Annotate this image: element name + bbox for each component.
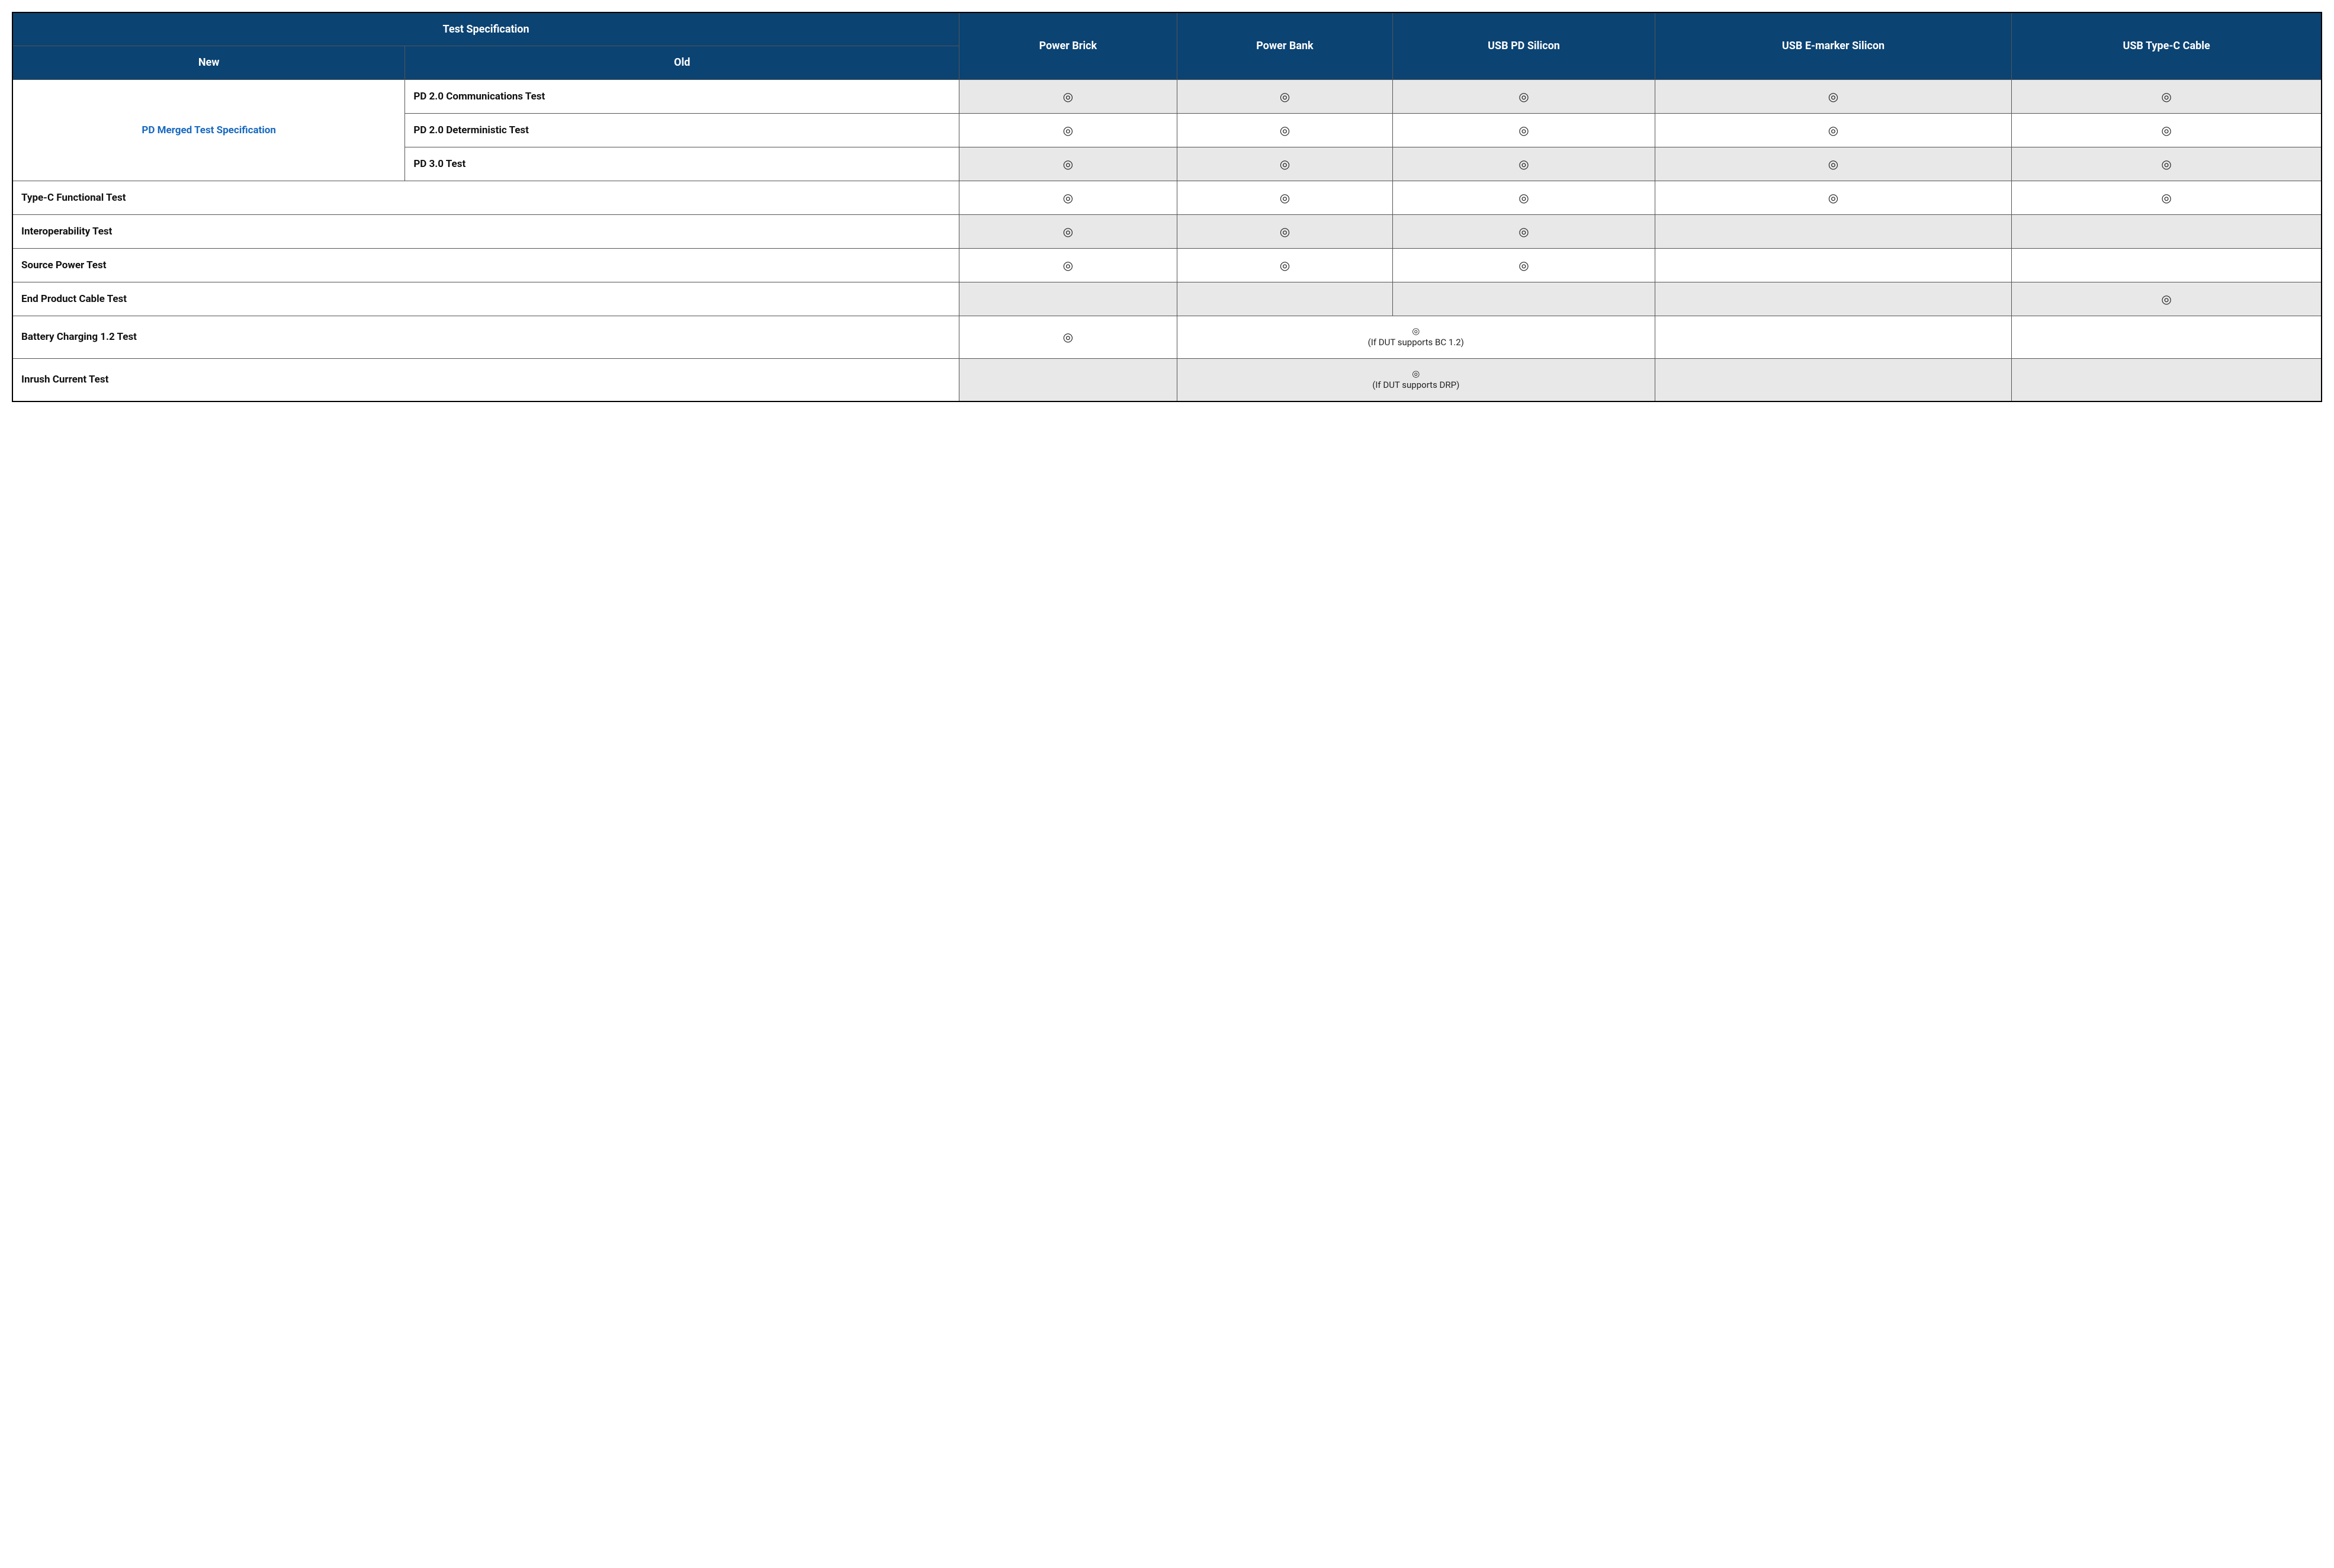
table-row: Type-C Functional Test ◎ ◎ ◎ ◎ ◎ <box>12 181 2322 214</box>
mark-cell: ◎ <box>2012 79 2322 113</box>
table-row: Interoperability Test ◎ ◎ ◎ <box>12 214 2322 248</box>
mark-cell: ◎ <box>1393 181 1655 214</box>
mark-cell <box>2012 248 2322 282</box>
mark-cell: ◎ <box>1177 214 1392 248</box>
mark-cell <box>959 282 1177 316</box>
mark-cell <box>1655 358 2011 401</box>
mark-cell: ◎ <box>1393 248 1655 282</box>
mark-cell: ◎ <box>1393 79 1655 113</box>
header-usb-typec-cable: USB Type-C Cable <box>2012 12 2322 79</box>
mark-cell-note: ◎ (If DUT supports DRP) <box>1177 358 1655 401</box>
mark-cell: ◎ <box>2012 282 2322 316</box>
header-power-bank: Power Bank <box>1177 12 1392 79</box>
header-spec-old: Old <box>405 46 959 79</box>
row-label: PD 2.0 Communications Test <box>405 79 959 113</box>
header-spec-new: New <box>12 46 405 79</box>
mark-cell: ◎ <box>1655 79 2011 113</box>
row-label: Interoperability Test <box>12 214 959 248</box>
mark-cell <box>959 358 1177 401</box>
mark-cell: ◎ <box>1393 147 1655 181</box>
header-usb-emarker-silicon: USB E-marker Silicon <box>1655 12 2011 79</box>
mark-cell: ◎ <box>2012 113 2322 147</box>
mark-icon: ◎ <box>1412 326 1420 336</box>
mark-cell <box>1655 248 2011 282</box>
mark-note: (If DUT supports BC 1.2) <box>1368 337 1464 348</box>
mark-cell: ◎ <box>1655 181 2011 214</box>
mark-cell: ◎ <box>1177 248 1392 282</box>
pd-merged-spec-link[interactable]: PD Merged Test Specification <box>12 79 405 181</box>
mark-cell <box>2012 316 2322 358</box>
table-row: Source Power Test ◎ ◎ ◎ <box>12 248 2322 282</box>
mark-cell <box>1655 316 2011 358</box>
mark-cell: ◎ <box>1177 79 1392 113</box>
table-row: End Product Cable Test ◎ <box>12 282 2322 316</box>
mark-cell <box>2012 214 2322 248</box>
row-label: Source Power Test <box>12 248 959 282</box>
mark-cell: ◎ <box>959 248 1177 282</box>
mark-icon: ◎ <box>1412 368 1420 379</box>
mark-cell-note: ◎ (If DUT supports BC 1.2) <box>1177 316 1655 358</box>
row-label: PD 2.0 Deterministic Test <box>405 113 959 147</box>
mark-cell: ◎ <box>959 147 1177 181</box>
mark-cell: ◎ <box>1177 181 1392 214</box>
table-row: PD Merged Test Specification PD 2.0 Comm… <box>12 79 2322 113</box>
row-label: End Product Cable Test <box>12 282 959 316</box>
mark-cell: ◎ <box>959 113 1177 147</box>
mark-cell: ◎ <box>2012 147 2322 181</box>
mark-cell: ◎ <box>1177 147 1392 181</box>
mark-cell: ◎ <box>959 181 1177 214</box>
row-label: Type-C Functional Test <box>12 181 959 214</box>
spec-matrix-table: Test Specification Power Brick Power Ban… <box>12 12 2322 402</box>
mark-cell: ◎ <box>959 316 1177 358</box>
table-row: Battery Charging 1.2 Test ◎ ◎ (If DUT su… <box>12 316 2322 358</box>
row-label: Battery Charging 1.2 Test <box>12 316 959 358</box>
mark-cell <box>1393 282 1655 316</box>
mark-cell <box>1177 282 1392 316</box>
mark-cell: ◎ <box>959 214 1177 248</box>
mark-cell: ◎ <box>1655 113 2011 147</box>
mark-cell: ◎ <box>1177 113 1392 147</box>
mark-cell: ◎ <box>959 79 1177 113</box>
header-usb-pd-silicon: USB PD Silicon <box>1393 12 1655 79</box>
row-label: PD 3.0 Test <box>405 147 959 181</box>
mark-cell: ◎ <box>1655 147 2011 181</box>
mark-cell <box>1655 214 2011 248</box>
mark-cell <box>1655 282 2011 316</box>
header-spec-group: Test Specification <box>12 12 959 46</box>
mark-note: (If DUT supports DRP) <box>1372 380 1459 390</box>
mark-cell: ◎ <box>1393 214 1655 248</box>
table-row: Inrush Current Test ◎ (If DUT supports D… <box>12 358 2322 401</box>
mark-cell: ◎ <box>1393 113 1655 147</box>
header-power-brick: Power Brick <box>959 12 1177 79</box>
row-label: Inrush Current Test <box>12 358 959 401</box>
mark-cell <box>2012 358 2322 401</box>
mark-cell: ◎ <box>2012 181 2322 214</box>
